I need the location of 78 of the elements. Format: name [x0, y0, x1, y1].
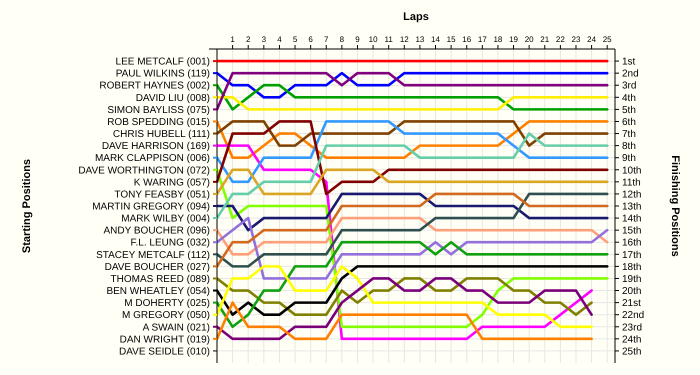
- text: DAVE SEIDLE (010): [119, 346, 210, 358]
- x-tick-label: 3: [262, 35, 267, 44]
- x-tick-label: 13: [415, 35, 425, 44]
- x-tick-label: 18: [493, 35, 503, 44]
- y2-tick-label: 18th: [622, 262, 642, 273]
- x-tick-label: 15: [446, 35, 456, 44]
- legend-label: TONY FEASBY (051): [114, 189, 210, 200]
- legend-label: THOMAS REED (089): [110, 274, 210, 285]
- x-axis-title: Laps: [403, 11, 429, 23]
- x-tick-label: 1: [230, 35, 236, 44]
- x-tick-label: 2: [246, 35, 251, 44]
- y2-tick-label: 9th: [622, 153, 636, 164]
- legend-label: ROBERT HAYNES (002): [99, 80, 210, 92]
- y2-tick-label: 13th: [622, 202, 642, 212]
- x-tick-label: 22: [556, 35, 566, 44]
- x-tick-label: 23: [572, 35, 581, 44]
- y2-tick-label: 7th: [622, 129, 636, 140]
- y2-tick-label: 2nd: [622, 68, 639, 80]
- legend-label: DAVE WORTHINGTON (072): [78, 165, 210, 176]
- y2-tick-label: 6th: [622, 116, 636, 128]
- y2-tick-label: 24th: [622, 334, 642, 346]
- y2-tick-label: 15th: [622, 226, 642, 237]
- y2-tick-label: 5th: [622, 104, 636, 116]
- x-tick-label: 17: [478, 35, 488, 44]
- legend-label: MARK CLAPPISON (006): [94, 153, 210, 164]
- x-tick-label: 25: [602, 35, 612, 44]
- y2-tick-label: 16th: [622, 238, 642, 249]
- legend-label: DAVE HARRISON (169): [102, 141, 210, 152]
- y2-tick-label: 4th: [622, 92, 636, 104]
- y2-tick-label: 11th: [622, 177, 641, 188]
- x-tick-label: 20: [524, 35, 534, 44]
- x-tick-label: 14: [431, 35, 441, 44]
- legend-label: CHRIS HUBELL (111): [112, 129, 210, 140]
- x-tick-label: 6: [308, 35, 314, 44]
- x-tick-label: 7: [324, 35, 330, 44]
- legend-label: M GREGORY (050): [122, 310, 210, 322]
- y2-tick-label: 25th: [622, 346, 642, 358]
- legend-label: ANDY BOUCHER (096): [103, 226, 210, 237]
- x-tick-label: 5: [292, 35, 298, 44]
- y2-tick-label: 17th: [622, 250, 642, 261]
- legend-label: DAVE BOUCHER (027): [104, 262, 210, 273]
- legend-label: STACEY METCALF (112): [96, 250, 210, 261]
- legend-label: A SWAIN (021): [142, 322, 210, 334]
- x-tick-label: 11: [384, 35, 394, 44]
- x-tick-label: 21: [540, 35, 550, 44]
- y2-tick-label: 3rd: [622, 80, 636, 92]
- x-tick-label: 9: [355, 35, 360, 44]
- legend-label: MARK WILBY (004): [121, 214, 210, 225]
- legend-title: Starting Positions: [21, 158, 33, 254]
- legend-label: LEE METCALF (001): [116, 56, 210, 68]
- legend-label: ROB SPEDDING (015): [107, 116, 210, 128]
- y2-tick-label: 19th: [622, 274, 642, 285]
- y2-axis-title: Finishing Positions: [669, 155, 681, 257]
- y2-tick-label: 10th: [622, 165, 642, 176]
- y2-tick-label: 1st: [622, 56, 636, 68]
- legend-label: F.L. LEUNG (032): [130, 238, 210, 249]
- x-tick-label: 10: [368, 35, 378, 44]
- legend-label: BEN WHEATLEY (054): [106, 286, 210, 298]
- y2-tick-label: 21st: [622, 298, 642, 310]
- x-tick-label: 8: [340, 35, 345, 44]
- x-tick-label: 24: [587, 35, 597, 44]
- legend-label: M DOHERTY (025): [124, 298, 210, 310]
- legend-label: MARTIN GREGORY (094): [92, 202, 210, 212]
- y2-tick-label: 8th: [622, 141, 636, 152]
- y2-tick-label: 23rd: [622, 322, 642, 334]
- legend-label: PAUL WILKINS (119): [116, 68, 210, 80]
- legend-label: SIMON BAYLISS (075): [107, 104, 210, 116]
- x-tick-label: 19: [509, 35, 519, 44]
- legend-label: DAVID LIU (008): [136, 92, 210, 104]
- y2-tick-label: 14th: [622, 214, 642, 225]
- x-tick-label: 4: [277, 35, 282, 44]
- x-tick-label: 16: [462, 35, 472, 44]
- y2-tick-label: 12th: [622, 189, 642, 200]
- legend-label: DAN WRIGHT (019): [120, 334, 210, 346]
- x-tick-label: 12: [400, 35, 410, 44]
- y2-tick-label: 20th: [622, 286, 642, 298]
- y2-tick-label: 22nd: [622, 310, 644, 322]
- legend-label: K WARING (057): [134, 177, 210, 188]
